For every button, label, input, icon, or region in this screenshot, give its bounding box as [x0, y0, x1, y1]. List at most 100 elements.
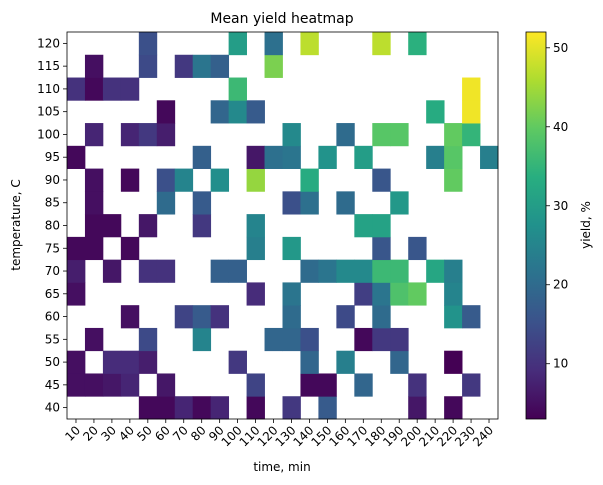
heatmap-cell — [246, 373, 265, 397]
heatmap-cell — [426, 100, 445, 124]
heatmap-cell — [282, 236, 301, 261]
heatmap-cell — [210, 259, 230, 283]
heatmap-cell — [444, 123, 463, 147]
heatmap-cell — [336, 259, 355, 283]
y-tick-label: 120 — [37, 36, 60, 50]
y-tick-label: 60 — [45, 310, 60, 324]
heatmap-cell — [246, 168, 265, 192]
heatmap-cell — [67, 259, 86, 283]
heatmap-cell — [156, 373, 176, 397]
heatmap-cell — [444, 145, 463, 169]
heatmap-cell — [336, 191, 355, 215]
heatmap-cell — [246, 282, 265, 306]
heatmap-cell — [372, 214, 391, 238]
heatmap-cell — [318, 145, 337, 169]
heatmap-cell — [156, 100, 176, 124]
heatmap-cell — [84, 123, 104, 147]
heatmap-cell — [192, 327, 212, 352]
heatmap-cells — [67, 32, 499, 420]
heatmap-cell — [138, 350, 158, 374]
heatmap-cell — [372, 327, 391, 352]
y-tick-label: 75 — [45, 241, 60, 255]
heatmap-cell — [138, 54, 158, 78]
heatmap-cell — [67, 77, 86, 101]
heatmap-cell — [282, 191, 301, 215]
heatmap-cell — [354, 214, 373, 238]
heatmap-cell — [120, 305, 140, 329]
heatmap-cell — [210, 305, 230, 329]
heatmap-cell — [246, 236, 265, 261]
y-tick-label: 65 — [45, 287, 60, 301]
heatmap-cell — [156, 123, 176, 147]
heatmap-cell — [372, 168, 391, 192]
heatmap-cell — [390, 191, 409, 215]
heatmap-cell — [138, 32, 158, 56]
heatmap-cell — [174, 396, 194, 420]
heatmap-cell — [156, 396, 176, 420]
heatmap-cell — [408, 373, 427, 397]
heatmap-cell — [408, 236, 427, 261]
heatmap-cell — [354, 259, 373, 283]
heatmap-cell — [67, 373, 86, 397]
colorbar-label: yield, % — [579, 201, 593, 249]
heatmap-cell — [228, 32, 247, 56]
heatmap-cell — [480, 145, 499, 169]
heatmap-cell — [300, 327, 319, 352]
heatmap-cell — [192, 191, 212, 215]
heatmap-cell — [246, 100, 265, 124]
heatmap-cell — [67, 145, 86, 169]
heatmap-cell — [120, 350, 140, 374]
heatmap-cell — [336, 305, 355, 329]
heatmap-cell — [354, 145, 373, 169]
colorbar-tick-label: 40 — [553, 120, 568, 134]
heatmap-cell — [84, 168, 104, 192]
heatmap-cell — [246, 145, 265, 169]
heatmap-cell — [264, 145, 283, 169]
y-tick-label: 95 — [45, 150, 60, 164]
heatmap-cell — [84, 214, 104, 238]
y-tick-label: 115 — [37, 59, 60, 73]
heatmap-cell — [444, 396, 463, 420]
x-axis-label: time, min — [253, 460, 310, 474]
heatmap-cell — [372, 236, 391, 261]
x-axis-ticks: 1020304050607080901001101201301401501601… — [62, 419, 496, 449]
heatmap-cell — [372, 282, 391, 306]
heatmap-cell — [192, 214, 212, 238]
heatmap-cell — [192, 305, 212, 329]
heatmap-cell — [192, 145, 212, 169]
y-tick-label: 45 — [45, 378, 60, 392]
heatmap-cell — [300, 259, 319, 283]
heatmap-cell — [282, 305, 301, 329]
heatmap-cell — [84, 77, 104, 101]
heatmap-cell — [138, 259, 158, 283]
y-tick-label: 105 — [37, 105, 60, 119]
heatmap-cell — [300, 168, 319, 192]
heatmap-cell — [102, 350, 122, 374]
heatmap-cell — [426, 145, 445, 169]
heatmap-cell — [120, 168, 140, 192]
y-tick-label: 50 — [45, 355, 60, 369]
heatmap-cell — [192, 396, 212, 420]
heatmap-cell — [390, 350, 409, 374]
heatmap-cell — [102, 214, 122, 238]
heatmap-cell — [120, 236, 140, 261]
heatmap-cell — [84, 54, 104, 78]
heatmap-cell — [210, 54, 230, 78]
heatmap-cell — [67, 236, 86, 261]
heatmap-cell — [246, 396, 265, 420]
heatmap-cell — [228, 259, 247, 283]
heatmap-cell — [138, 396, 158, 420]
heatmap-cell — [228, 100, 247, 124]
heatmap-cell — [264, 54, 283, 78]
colorbar — [525, 31, 547, 420]
heatmap-cell — [84, 327, 104, 352]
heatmap-cell — [318, 396, 337, 420]
colorbar-tick-label: 50 — [553, 41, 568, 55]
colorbar-ticks: 10 20 30 40 50 — [546, 41, 568, 371]
heatmap-cell — [282, 282, 301, 306]
colorbar-tick-label: 10 — [553, 357, 568, 371]
heatmap-cell — [300, 350, 319, 374]
heatmap-cell — [354, 373, 373, 397]
heatmap-cell — [300, 191, 319, 215]
heatmap-cell — [462, 77, 481, 101]
